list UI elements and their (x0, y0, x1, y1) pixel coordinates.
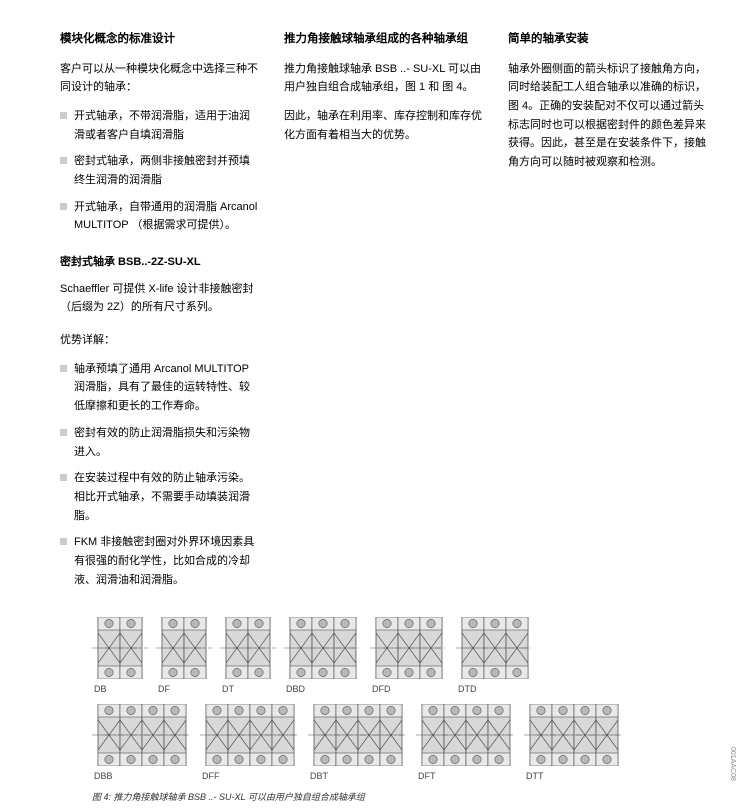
bearing-diagram-df: DF (156, 617, 212, 697)
diagram-label: DFD (372, 682, 391, 697)
figure-caption: 图 4: 推力角接触球轴承 BSB ..- SU-XL 可以由用户独自组合成轴承… (92, 790, 710, 805)
list-item: 密封式轴承，两侧非接触密封并预填终生润滑的润滑脂 (60, 152, 260, 189)
column-1: 模块化概念的标准设计 客户可以从一种模块化概念中选择三种不同设计的轴承： 开式轴… (60, 30, 260, 599)
diagram-label: DBT (310, 769, 328, 784)
list-item: FKM 非接触密封圈对外界环境因素具有很强的耐化学性，比如合成的冷却液、润滑油和… (60, 533, 260, 589)
column-3: 简单的轴承安装 轴承外圈侧面的箭头标识了接触角方向，同时给装配工人组合轴承以准确… (508, 30, 708, 599)
bearing-diagram-dft: DFT (416, 704, 516, 784)
col1-list-2: 轴承预填了通用 Arcanol MULTITOP 润滑脂，具有了最佳的运转特性、… (60, 360, 260, 590)
diagram-label: DF (158, 682, 170, 697)
bearing-diagram-dtd: DTD (456, 617, 534, 697)
diagram-section: DB DF DT DBD DFD DTD DBB DFF DBT DFT DTT 图 4: 推力角… (60, 617, 710, 805)
bearing-diagram-dt: DT (220, 617, 276, 697)
list-item: 开式轴承，不带润滑脂，适用于油润滑或者客户自填润滑脂 (60, 107, 260, 144)
diagram-label: DBD (286, 682, 305, 697)
col3-para-1: 轴承外圈侧面的箭头标识了接触角方向，同时给装配工人组合轴承以准确的标识，图 4。… (508, 60, 708, 172)
diagram-id: 001AAC08 (726, 747, 738, 781)
diagram-label: DBB (94, 769, 113, 784)
diagram-label: DTD (458, 682, 477, 697)
diagram-label: DFF (202, 769, 220, 784)
col1-heading-3: 优势详解： (60, 331, 260, 350)
bearing-diagram-db: DB (92, 617, 148, 697)
col1-para-1: 客户可以从一种模块化概念中选择三种不同设计的轴承： (60, 60, 260, 97)
bearing-diagram-dff: DFF (200, 704, 300, 784)
column-2: 推力角接触球轴承组成的各种轴承组 推力角接触球轴承 BSB ..- SU-XL … (284, 30, 484, 599)
bearing-diagram-dtt: DTT (524, 704, 624, 784)
diagram-label: DTT (526, 769, 544, 784)
col1-heading-2: 密封式轴承 BSB..-2Z-SU-XL (60, 253, 260, 272)
list-item: 密封有效的防止润滑脂损失和污染物进入。 (60, 424, 260, 461)
diagram-label: DFT (418, 769, 436, 784)
list-item: 在安装过程中有效的防止轴承污染。相比开式轴承，不需要手动填装润滑脂。 (60, 469, 260, 525)
list-item: 轴承预填了通用 Arcanol MULTITOP 润滑脂，具有了最佳的运转特性、… (60, 360, 260, 416)
bearing-diagram-dfd: DFD (370, 617, 448, 697)
col2-para-2: 因此，轴承在利用率、库存控制和库存优化方面有着相当大的优势。 (284, 107, 484, 144)
col3-heading-1: 简单的轴承安装 (508, 30, 708, 50)
bearing-diagram-dbb: DBB (92, 704, 192, 784)
list-item: 开式轴承，自带通用的润滑脂 Arcanol MULTITOP （根据需求可提供）… (60, 198, 260, 235)
col2-para-1: 推力角接触球轴承 BSB ..- SU-XL 可以由用户独自组合成轴承组，图 1… (284, 60, 484, 97)
main-columns: 模块化概念的标准设计 客户可以从一种模块化概念中选择三种不同设计的轴承： 开式轴… (60, 30, 710, 599)
diagram-label: DT (222, 682, 234, 697)
col1-list-1: 开式轴承，不带润滑脂，适用于油润滑或者客户自填润滑脂密封式轴承，两侧非接触密封并… (60, 107, 260, 235)
col1-para-2: Schaeffler 可提供 X-life 设计非接触密封 （后缀为 2Z）的所… (60, 280, 260, 317)
diagram-row-1: DB DF DT DBD DFD DTD (92, 617, 710, 697)
col2-heading-1: 推力角接触球轴承组成的各种轴承组 (284, 30, 484, 50)
bearing-diagram-dbt: DBT (308, 704, 408, 784)
diagram-row-2: DBB DFF DBT DFT DTT (92, 704, 710, 784)
diagram-label: DB (94, 682, 107, 697)
bearing-diagram-dbd: DBD (284, 617, 362, 697)
col1-heading-1: 模块化概念的标准设计 (60, 30, 260, 50)
